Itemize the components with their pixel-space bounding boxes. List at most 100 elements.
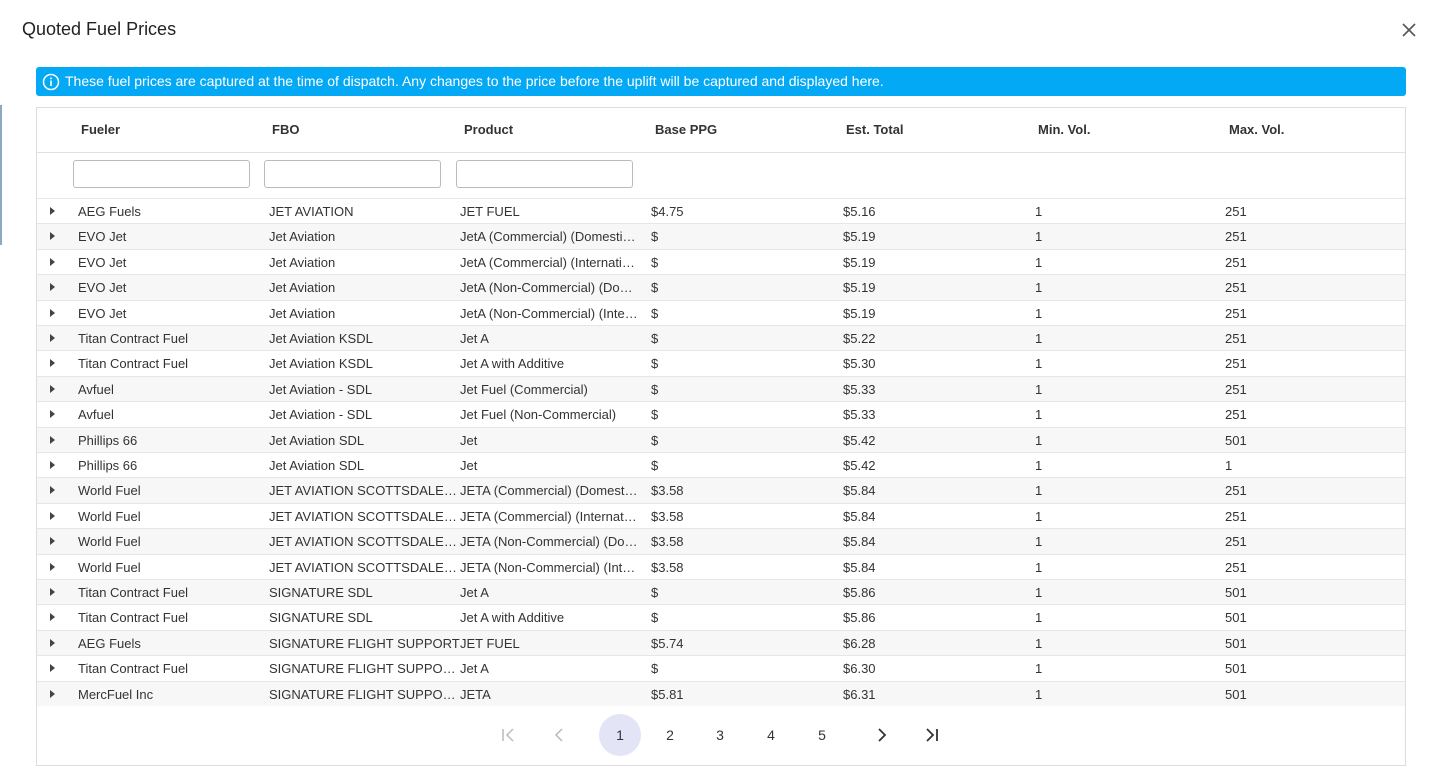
table-cell: Jet	[460, 432, 478, 448]
column-header[interactable]: Fueler	[81, 122, 121, 137]
table-cell: Jet A with Additive	[460, 610, 565, 626]
table-cell: $	[651, 407, 659, 423]
table-cell: SIGNATURE FLIGHT SUPPO…	[269, 686, 456, 702]
table-cell: 1	[1035, 305, 1043, 321]
column-header[interactable]: FBO	[272, 122, 300, 137]
expand-toggle[interactable]	[50, 384, 55, 393]
close-button[interactable]	[1401, 22, 1417, 38]
table-row[interactable]: Avfuel Jet Aviation - SDL Jet Fuel (Commer…	[37, 375, 1405, 402]
table-cell: Jet	[460, 458, 478, 473]
table-cell: 1	[1035, 534, 1043, 550]
expand-toggle[interactable]	[50, 461, 55, 469]
table-cell: SIGNATURE FLIGHT SUPPO…	[269, 661, 456, 677]
expand-toggle[interactable]	[50, 283, 55, 292]
table-cell: $3.58	[651, 559, 684, 575]
table-row[interactable]: Titan Contract Fuel SIGNATURE SDL Jet A $ $5…	[37, 579, 1405, 605]
table-cell: $3.58	[651, 508, 684, 524]
expand-toggle[interactable]	[50, 359, 55, 368]
next-page[interactable]	[874, 727, 890, 743]
expand-toggle[interactable]	[50, 232, 55, 241]
table-cell: Jet Aviation	[269, 280, 336, 296]
last-page[interactable]	[924, 727, 940, 743]
expand-toggle[interactable]	[50, 588, 55, 596]
table-row[interactable]: AEG Fuels JET AVIATION JET FUEL $4.75 $5.16 1…	[37, 198, 1405, 223]
table-row[interactable]: EVO Jet Jet Aviation JetA (Commercial) (In…	[37, 248, 1405, 274]
table-cell: $5.84	[843, 508, 876, 524]
expand-toggle[interactable]	[50, 638, 55, 647]
expand-toggle[interactable]	[50, 308, 55, 317]
table-cell: $5.86	[843, 610, 876, 626]
table-row[interactable]: EVO Jet Jet Aviation JetA (Non-Commercial)…	[37, 299, 1405, 325]
filter-product[interactable]	[456, 160, 633, 188]
table-row[interactable]: World Fuel JET AVIATION SCOTTSDALE… JETA (…	[37, 477, 1405, 503]
page-button[interactable]: 5	[818, 727, 826, 743]
table-row[interactable]: EVO Jet Jet Aviation JetA (Non-Commercial)…	[37, 274, 1405, 300]
page-button[interactable]: 1	[599, 714, 641, 756]
column-header[interactable]: Product	[464, 122, 514, 137]
expand-toggle[interactable]	[50, 562, 55, 571]
table-cell: Phillips 66	[78, 432, 138, 448]
table-row[interactable]: Phillips 66 Jet Aviation SDL Jet $ $5.42 1 501	[37, 426, 1405, 452]
table-row[interactable]: Titan Contract Fuel Jet Aviation KSDL Jet …	[37, 325, 1405, 351]
table-cell: JET FUEL	[460, 204, 520, 219]
table-row[interactable]: Titan Contract Fuel Jet Aviation KSDL Jet …	[37, 350, 1405, 375]
expand-toggle[interactable]	[50, 537, 55, 546]
expand-toggle[interactable]	[50, 257, 55, 266]
column-header[interactable]: Base PPG	[655, 122, 718, 137]
table-cell: $	[651, 331, 659, 346]
table-cell: 1	[1035, 204, 1043, 219]
table-row[interactable]: MercFuel Inc SIGNATURE FLIGHT SUPPO… JETA $…	[37, 680, 1405, 706]
table-cell: 1	[1035, 458, 1043, 473]
info-banner: These fuel prices are captured at the ti…	[36, 67, 1406, 96]
table-cell: Jet Aviation SDL	[269, 432, 365, 448]
table-cell: Jet Aviation	[269, 229, 336, 245]
expand-toggle[interactable]	[50, 664, 55, 673]
filter-fbo[interactable]	[264, 160, 441, 188]
table-cell: Avfuel	[78, 381, 114, 397]
table-row[interactable]: World Fuel JET AVIATION SCOTTSDALE… JETA (…	[37, 502, 1405, 528]
table-cell: 251	[1225, 305, 1247, 321]
table-cell: 501	[1225, 686, 1247, 702]
table-cell: Jet Aviation KSDL	[269, 331, 373, 346]
table-cell: 1	[1035, 686, 1043, 702]
column-header[interactable]: Est. Total	[846, 122, 904, 137]
table-cell: 251	[1225, 483, 1247, 499]
page-button[interactable]: 3	[716, 727, 724, 743]
expand-toggle[interactable]	[50, 613, 55, 622]
table-row[interactable]: Avfuel Jet Aviation - SDL Jet Fuel (Non-Co…	[37, 401, 1405, 426]
expand-toggle[interactable]	[50, 435, 55, 444]
page-button[interactable]: 4	[767, 727, 775, 743]
table-row[interactable]: World Fuel JET AVIATION SCOTTSDALE… JETA (…	[37, 528, 1405, 554]
table-cell: $5.33	[843, 381, 876, 397]
expand-toggle[interactable]	[50, 511, 55, 520]
table-cell: $5.86	[843, 585, 876, 600]
table-row[interactable]: EVO Jet Jet Aviation JetA (Commercial) (Do…	[37, 223, 1405, 249]
banner-text: These fuel prices are captured at the ti…	[65, 73, 884, 89]
table-row[interactable]: Titan Contract Fuel SIGNATURE SDL Jet A wi…	[37, 604, 1405, 629]
expand-toggle[interactable]	[50, 486, 55, 495]
table-row[interactable]: AEG Fuels SIGNATURE FLIGHT SUPPORT JET FUE…	[37, 629, 1405, 656]
expand-toggle[interactable]	[50, 689, 55, 698]
table-cell: 1	[1035, 635, 1043, 651]
expand-toggle[interactable]	[50, 207, 55, 215]
expand-toggle[interactable]	[50, 334, 55, 342]
table-cell: 1	[1035, 381, 1043, 397]
table-cell: 251	[1225, 508, 1247, 524]
table-cell: Jet A	[460, 585, 489, 600]
table-cell: $5.19	[843, 229, 876, 245]
table-row[interactable]: World Fuel JET AVIATION SCOTTSDALE… JETA (…	[37, 553, 1405, 579]
prev-page[interactable]	[551, 727, 567, 743]
table-cell: EVO Jet	[78, 254, 127, 270]
table-cell: 1	[1225, 458, 1233, 473]
table-cell: $	[651, 254, 659, 270]
filter-fueler[interactable]	[73, 160, 250, 188]
first-page[interactable]	[500, 727, 516, 743]
table-row[interactable]: Phillips 66 Jet Aviation SDL Jet $ $5.42 1 1	[37, 452, 1405, 477]
column-header[interactable]: Min. Vol.	[1038, 122, 1091, 137]
page-button[interactable]: 2	[666, 727, 674, 743]
expand-toggle[interactable]	[50, 410, 55, 419]
table-cell: Jet Aviation	[269, 305, 336, 321]
column-header[interactable]: Max. Vol.	[1229, 122, 1285, 137]
table-row[interactable]: Titan Contract Fuel SIGNATURE FLIGHT SUPP…	[37, 655, 1405, 680]
